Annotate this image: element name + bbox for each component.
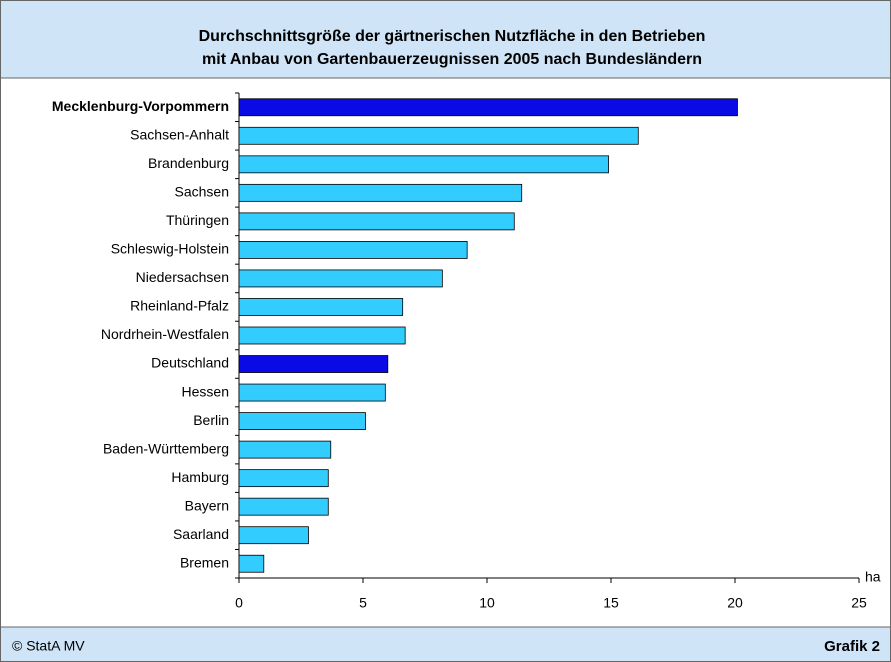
y-tick-label: Brandenburg xyxy=(148,155,229,171)
y-tick-label: Bayern xyxy=(185,497,229,513)
x-tick-label: 20 xyxy=(727,595,743,611)
x-tick-label: 25 xyxy=(851,595,867,611)
bar xyxy=(238,554,265,573)
y-tick-label: Sachsen-Anhalt xyxy=(130,126,229,142)
y-tick-label: Mecklenburg-Vorpommern xyxy=(52,98,229,114)
bar xyxy=(238,298,404,316)
x-tick-label: 0 xyxy=(235,595,243,611)
bar xyxy=(238,383,386,402)
bar xyxy=(238,98,738,117)
y-tick-label: Hamburg xyxy=(171,469,229,485)
y-tick-label: Niedersachsen xyxy=(136,269,229,285)
y-tick-label: Deutschland xyxy=(151,355,229,371)
bar xyxy=(238,326,406,345)
x-tick-label: 10 xyxy=(479,595,495,611)
y-tick-label: Sachsen xyxy=(175,184,229,200)
bar xyxy=(238,497,329,516)
y-tick-label: Schleswig-Holstein xyxy=(111,241,229,257)
bar xyxy=(238,241,468,259)
x-axis-label: ha xyxy=(865,569,881,585)
bar xyxy=(238,126,639,145)
bar xyxy=(238,355,389,373)
y-tick-label: Thüringen xyxy=(166,212,229,228)
chart-title: mit Anbau von Gartenbauerzeugnissen 2005… xyxy=(202,51,702,68)
bar xyxy=(238,183,523,202)
y-tick-label: Baden-Württemberg xyxy=(103,440,229,456)
bar xyxy=(238,212,515,231)
footer-band xyxy=(1,627,890,661)
source: © StatA MV xyxy=(12,638,85,654)
bar xyxy=(238,469,329,488)
bar xyxy=(238,269,443,288)
bar xyxy=(238,155,609,174)
bar xyxy=(238,412,366,430)
y-tick-label: Rheinland-Pfalz xyxy=(130,298,229,314)
y-tick-label: Hessen xyxy=(182,383,229,399)
y-tick-label: Bremen xyxy=(180,554,229,570)
chart-title: Durchschnittsgröße der gärtnerischen Nut… xyxy=(199,28,706,45)
bar xyxy=(238,440,332,459)
header-band xyxy=(1,1,890,78)
y-tick-label: Berlin xyxy=(193,412,229,428)
x-tick-label: 15 xyxy=(603,595,619,611)
x-tick-label: 5 xyxy=(359,595,367,611)
y-tick-label: Saarland xyxy=(173,526,229,542)
y-tick-label: Nordrhein-Westfalen xyxy=(101,326,229,342)
bar xyxy=(238,526,309,545)
figure-label: Grafik 2 xyxy=(824,638,880,655)
